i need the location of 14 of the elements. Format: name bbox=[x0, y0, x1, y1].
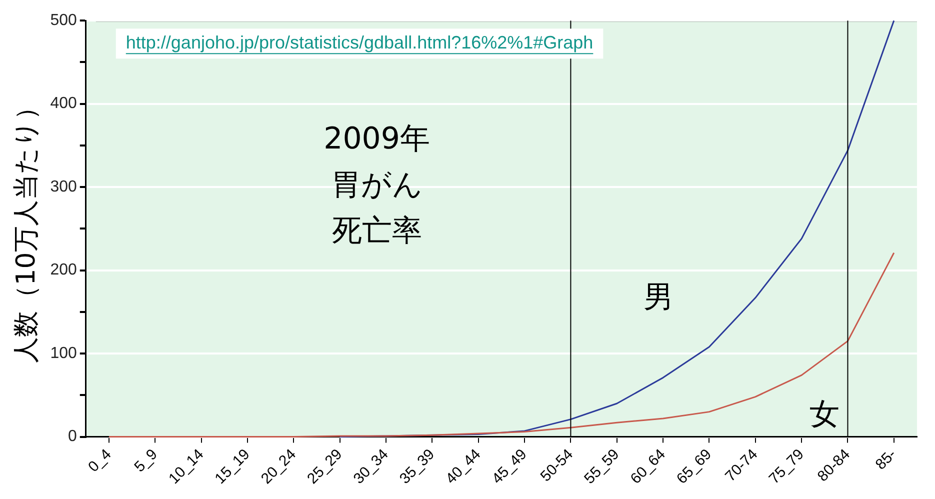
x-tick-label: 5_9 bbox=[131, 446, 161, 476]
y-tick-label: 300 bbox=[50, 178, 77, 196]
y-tick-label: 0 bbox=[68, 428, 77, 446]
x-tick-label: 85- bbox=[872, 446, 900, 474]
y-tick-label: 200 bbox=[50, 262, 77, 279]
series-label: 男 bbox=[643, 280, 674, 316]
y-tick-label: 500 bbox=[50, 12, 77, 30]
annotation: http://ganjoho.jp/pro/statistics/gdball.html?16%2%1#Graph bbox=[126, 32, 594, 53]
y-tick-label: 100 bbox=[50, 344, 77, 362]
x-tick-label: 0_4 bbox=[85, 446, 115, 476]
y-tick-label: 400 bbox=[50, 95, 77, 112]
series-label: 女 bbox=[810, 396, 840, 432]
text: 2009年胃がん死亡率 bbox=[324, 121, 430, 248]
y-axis-title: 人数（10万人当たり） bbox=[11, 94, 42, 364]
